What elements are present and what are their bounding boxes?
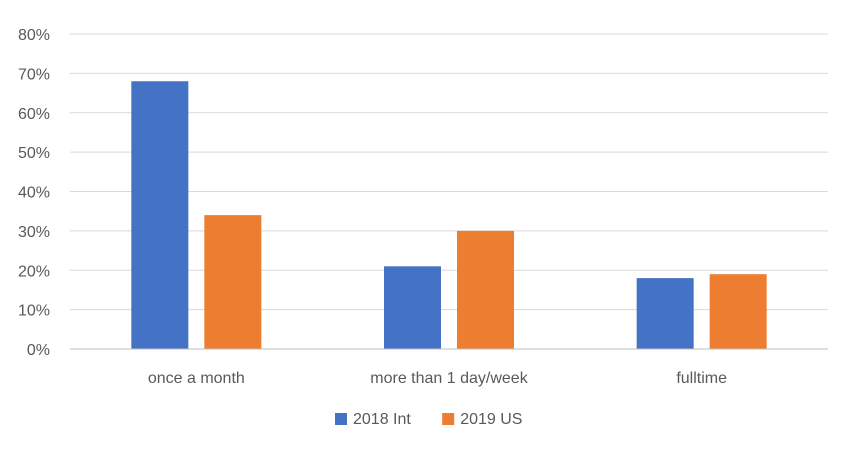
legend-label: 2018 Int (353, 411, 411, 428)
x-category-label: fulltime (676, 370, 727, 387)
legend: 2018 Int 2019 US (335, 411, 522, 428)
y-tick-label: 20% (18, 263, 50, 280)
bar-series-2-1 (457, 230, 514, 349)
y-tick-label: 30% (18, 224, 50, 241)
bars (131, 81, 767, 349)
x-category-label: more than 1 day/week (370, 370, 528, 387)
legend-swatch (335, 413, 347, 425)
y-axis-tick-labels: 0% 10% 20% 30% 40% 50% 60% 70% 80% (18, 27, 50, 359)
bar-series-1-2 (636, 278, 694, 349)
bar-series-2-0 (204, 215, 262, 349)
legend-swatch (442, 413, 455, 425)
gridlines (70, 33, 828, 311)
y-tick-label: 40% (18, 185, 50, 202)
y-tick-label: 10% (18, 303, 50, 320)
y-tick-label: 0% (27, 342, 50, 359)
bar-series-1-1 (384, 266, 441, 349)
y-tick-label: 50% (18, 145, 50, 162)
x-axis-category-labels: once a month more than 1 day/week fulltime (148, 370, 727, 387)
legend-label: 2019 US (460, 411, 522, 428)
bar-series-1-0 (131, 81, 189, 349)
y-tick-label: 60% (18, 106, 50, 123)
y-tick-label: 80% (18, 27, 50, 44)
bar-series-2-2 (709, 274, 767, 349)
x-category-label: once a month (148, 370, 245, 387)
y-tick-label: 70% (18, 66, 50, 83)
